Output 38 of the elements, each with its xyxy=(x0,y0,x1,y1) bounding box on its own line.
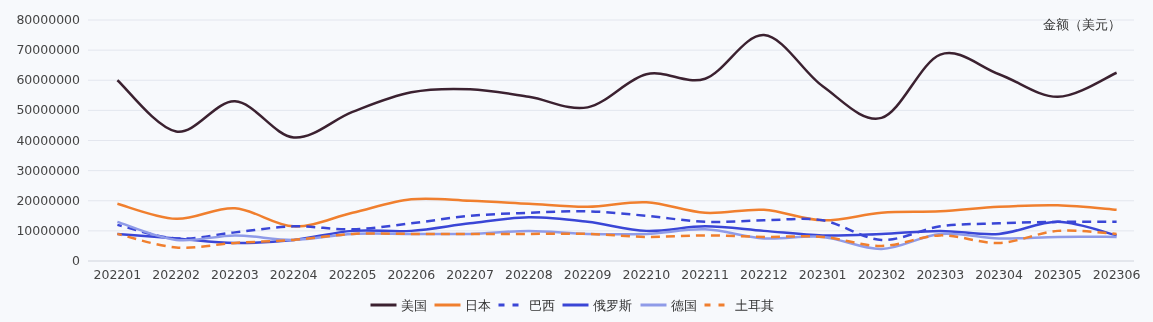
x-tick-label: 202203 xyxy=(211,267,259,282)
y-tick-label: 10000000 xyxy=(16,222,81,238)
line-series xyxy=(116,33,1118,139)
x-tick-label: 202202 xyxy=(152,267,201,282)
y-tick-label: 80000000 xyxy=(16,12,81,27)
y-tick-label: 60000000 xyxy=(16,72,81,88)
x-tick-label: 202305 xyxy=(1033,267,1082,282)
legend-label: 巴西 xyxy=(528,297,555,313)
x-tick-label: 202206 xyxy=(387,267,436,282)
x-tick-label: 202209 xyxy=(563,267,612,282)
legend-label: 日本 xyxy=(464,297,491,313)
x-tick-label: 202302 xyxy=(857,267,906,282)
x-tick-label: 202303 xyxy=(916,267,965,282)
line-series xyxy=(116,229,1118,249)
legend-label: 美国 xyxy=(400,297,427,313)
legend-label: 德国 xyxy=(670,297,697,313)
x-tick-label: 202210 xyxy=(622,267,671,282)
x-tick-label: 202212 xyxy=(740,267,788,282)
y-axis-title: 金额（美元） xyxy=(1043,17,1121,32)
x-tick-label: 202208 xyxy=(504,267,553,282)
y-tick-label: 20000000 xyxy=(16,192,81,208)
x-tick-label: 202201 xyxy=(93,267,142,282)
x-tick-label: 202204 xyxy=(269,267,318,282)
x-tick-label: 202205 xyxy=(328,267,377,282)
y-tick-label: 70000000 xyxy=(16,42,81,58)
line-series xyxy=(116,209,1118,242)
x-tick-label: 202207 xyxy=(446,267,494,282)
line-series xyxy=(116,197,1118,228)
x-tick-label: 202211 xyxy=(681,267,730,282)
y-tick-label: 0 xyxy=(72,253,81,268)
x-tick-label: 202306 xyxy=(1092,267,1141,282)
y-tick-label: 40000000 xyxy=(16,132,81,148)
x-tick-label: 202301 xyxy=(798,267,847,282)
legend-label: 土耳其 xyxy=(734,297,774,313)
y-tick-label: 30000000 xyxy=(16,162,81,178)
y-tick-label: 50000000 xyxy=(16,102,81,118)
x-tick-label: 202304 xyxy=(975,267,1023,282)
legend-label: 俄罗斯 xyxy=(592,297,632,313)
